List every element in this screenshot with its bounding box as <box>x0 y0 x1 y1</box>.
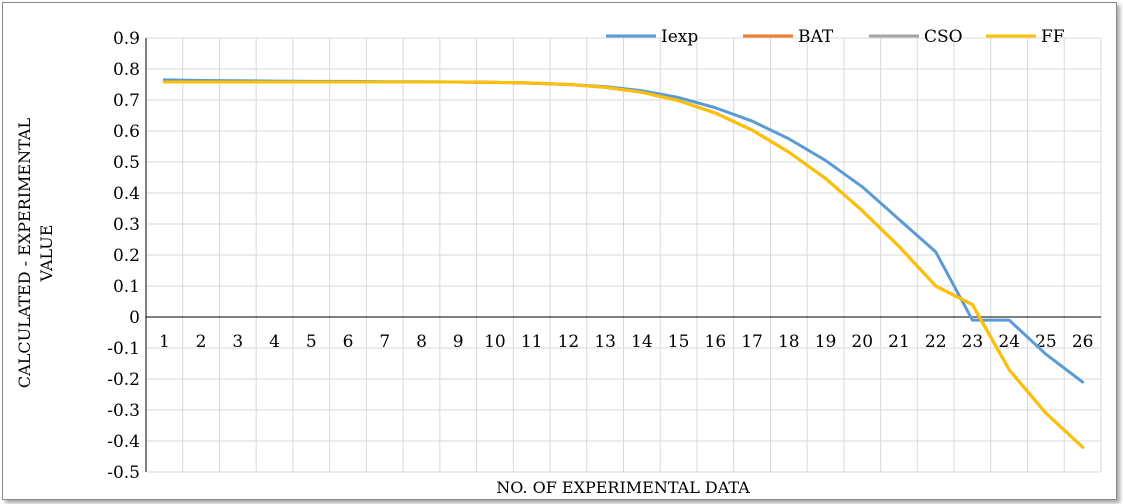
x-tick-label: 9 <box>453 332 464 352</box>
y-tick-label: -0.3 <box>107 401 140 421</box>
y-tick-label: -0.5 <box>107 463 140 483</box>
y-tick-label: 0.9 <box>113 29 140 49</box>
y-axis-title-line-2: VALUE <box>37 225 56 283</box>
x-tick-label: 23 <box>962 332 984 352</box>
y-tick-label: 0.6 <box>113 122 140 142</box>
y-tick-label: 0.7 <box>113 91 140 111</box>
x-tick-label: 24 <box>998 332 1020 352</box>
x-tick-label: 5 <box>306 332 317 352</box>
legend: Iexp BAT CSO FF <box>606 27 1065 47</box>
x-tick-label: 3 <box>232 332 243 352</box>
legend-label-cso: CSO <box>924 27 963 47</box>
y-tick-label: -0.2 <box>107 370 140 390</box>
x-tick-label: 22 <box>925 332 947 352</box>
gridlines <box>145 37 1102 473</box>
x-tick-label: 1 <box>159 332 170 352</box>
y-tick-label: 0.8 <box>113 60 140 80</box>
x-tick-label: 6 <box>343 332 354 352</box>
y-tick-label: 0 <box>129 308 140 328</box>
x-tick-label: 7 <box>379 332 390 352</box>
y-axis-title: CALCULATED - EXPERIMENTAL <box>15 118 34 389</box>
y-tick-label: 0.4 <box>113 184 140 204</box>
x-tick-label: 11 <box>521 332 543 352</box>
x-tick-label: 18 <box>778 332 800 352</box>
x-tick-label: 19 <box>815 332 837 352</box>
x-tick-label: 4 <box>269 332 280 352</box>
legend-label-iexp: Iexp <box>661 27 698 47</box>
x-tick-label: 8 <box>416 332 427 352</box>
x-tick-label: 25 <box>1035 332 1057 352</box>
x-tick-labels: 1 2 3 4 5 6 7 8 9 10 11 12 13 14 15 16 17 18 19 20 21 22 23 24 2… <box>159 332 1094 352</box>
axes <box>145 38 1101 472</box>
y-tick-label: 0.3 <box>113 215 140 235</box>
y-tick-label: 0.5 <box>113 153 140 173</box>
y-tick-label: -0.4 <box>107 432 140 452</box>
y-tick-labels: 0.9 0.8 0.7 0.6 0.5 0.4 0.3 0.2 0.1 0 -0.1 -0.2 -0.3… <box>107 29 140 483</box>
legend-label-bat: BAT <box>798 27 834 47</box>
x-tick-label: 2 <box>196 332 207 352</box>
x-axis-title: NO. OF EXPERIMENTAL DATA <box>496 478 750 497</box>
x-tick-label: 10 <box>484 332 506 352</box>
x-tick-label: 13 <box>594 332 616 352</box>
x-tick-label: 15 <box>668 332 690 352</box>
legend-label-ff: FF <box>1041 27 1065 47</box>
x-tick-label: 26 <box>1072 332 1094 352</box>
x-tick-label: 14 <box>631 332 653 352</box>
x-tick-label: 21 <box>888 332 910 352</box>
x-tick-label: 12 <box>558 332 580 352</box>
x-tick-label: 20 <box>851 332 873 352</box>
line-chart: 0.9 0.8 0.7 0.6 0.5 0.4 0.3 0.2 0.1 0 -0.1 -0.2 -0.3… <box>15 27 1102 497</box>
x-tick-label: 17 <box>741 332 763 352</box>
y-tick-label: 0.1 <box>113 277 140 297</box>
series-lines <box>162 78 1085 449</box>
y-tick-label: 0.2 <box>113 246 140 266</box>
series-line-ff <box>162 80 1085 449</box>
x-tick-label: 16 <box>705 332 727 352</box>
y-tick-label: -0.1 <box>107 339 140 359</box>
